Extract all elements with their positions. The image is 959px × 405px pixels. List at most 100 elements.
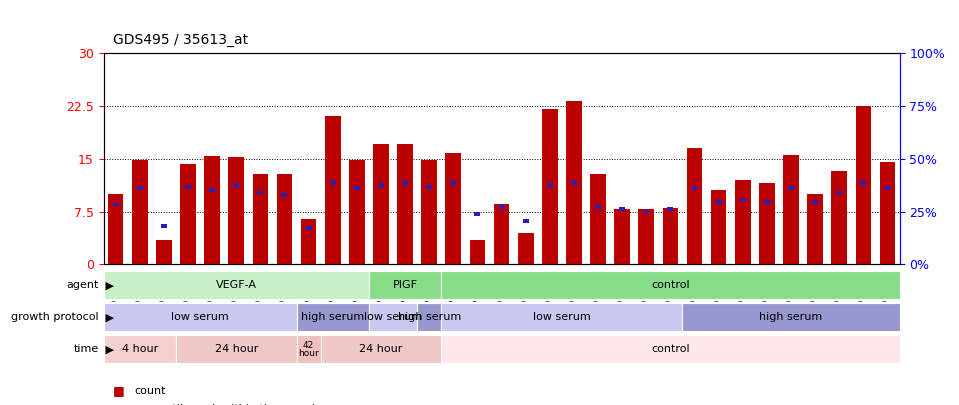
Text: low serum: low serum: [533, 312, 591, 322]
Bar: [175, 335, 296, 363]
Bar: [325, 116, 340, 264]
Bar: [739, 198, 746, 201]
Text: ■: ■: [113, 403, 125, 405]
Bar: [788, 186, 794, 190]
Bar: [595, 205, 601, 209]
Bar: [417, 303, 441, 331]
Bar: [687, 148, 702, 264]
Bar: [620, 207, 625, 211]
Bar: [378, 183, 384, 187]
Text: 42
hour: 42 hour: [298, 341, 319, 358]
Bar: [180, 164, 196, 264]
Text: control: control: [651, 344, 690, 354]
Bar: [204, 156, 220, 264]
Bar: [107, 194, 124, 264]
Bar: [282, 193, 288, 197]
Text: count: count: [134, 386, 166, 396]
Text: percentile rank within the sample: percentile rank within the sample: [134, 404, 322, 405]
Text: 24 hour: 24 hour: [360, 344, 403, 354]
Text: high serum: high serum: [398, 312, 461, 322]
Bar: [276, 174, 292, 264]
Bar: [369, 303, 417, 331]
Text: 4 hour: 4 hour: [122, 344, 158, 354]
Bar: [764, 200, 770, 204]
Text: low serum: low serum: [364, 312, 422, 322]
Bar: [104, 335, 175, 363]
Bar: [369, 271, 441, 299]
Bar: [306, 226, 312, 230]
Bar: [615, 209, 630, 264]
Bar: [518, 233, 533, 264]
Bar: [320, 335, 441, 363]
Text: ▶: ▶: [102, 344, 114, 354]
Bar: [349, 160, 364, 264]
Bar: [547, 183, 552, 188]
Bar: [421, 160, 437, 264]
Bar: [494, 205, 509, 264]
Text: time: time: [74, 344, 99, 354]
Text: high serum: high serum: [301, 312, 364, 322]
Text: low serum: low serum: [171, 312, 229, 322]
Bar: [523, 219, 528, 223]
Bar: [252, 174, 269, 264]
Bar: [499, 205, 504, 209]
Bar: [426, 185, 433, 189]
Bar: [301, 219, 316, 264]
Bar: [156, 240, 172, 264]
Text: ▶: ▶: [102, 312, 114, 322]
Bar: [784, 155, 799, 264]
Bar: [807, 194, 823, 264]
Bar: [257, 190, 264, 194]
Text: growth protocol: growth protocol: [12, 312, 99, 322]
Text: PIGF: PIGF: [392, 280, 417, 290]
Bar: [132, 160, 148, 264]
Bar: [104, 271, 369, 299]
Bar: [879, 162, 896, 264]
Bar: [354, 186, 360, 190]
Bar: [566, 101, 582, 264]
Text: GDS495 / 35613_at: GDS495 / 35613_at: [113, 32, 248, 47]
Bar: [137, 186, 143, 190]
Text: ▶: ▶: [102, 280, 114, 290]
Bar: [711, 190, 727, 264]
Bar: [715, 200, 721, 204]
Bar: [884, 186, 891, 190]
Text: 24 hour: 24 hour: [215, 344, 258, 354]
Bar: [643, 209, 649, 213]
Bar: [855, 106, 871, 264]
Text: control: control: [651, 280, 690, 290]
Bar: [397, 145, 413, 264]
Bar: [233, 183, 239, 188]
Bar: [571, 181, 577, 185]
Bar: [759, 183, 775, 264]
Bar: [296, 303, 369, 331]
Bar: [836, 190, 842, 194]
Bar: [590, 174, 606, 264]
Bar: [542, 109, 557, 264]
Bar: [185, 185, 191, 189]
Bar: [161, 224, 167, 228]
Bar: [104, 303, 296, 331]
Bar: [209, 188, 215, 192]
Bar: [228, 157, 245, 264]
Bar: [112, 202, 119, 207]
Bar: [402, 181, 409, 185]
Bar: [667, 207, 673, 211]
Bar: [446, 153, 461, 264]
Bar: [735, 180, 751, 264]
Bar: [475, 212, 480, 215]
Text: agent: agent: [66, 280, 99, 290]
Bar: [441, 271, 900, 299]
Bar: [296, 335, 320, 363]
Bar: [441, 335, 900, 363]
Bar: [860, 181, 866, 185]
Text: VEGF-A: VEGF-A: [216, 280, 257, 290]
Bar: [639, 209, 654, 264]
Bar: [812, 200, 818, 204]
Bar: [683, 303, 900, 331]
Bar: [663, 208, 678, 264]
Bar: [373, 145, 388, 264]
Bar: [470, 240, 485, 264]
Text: high serum: high serum: [760, 312, 823, 322]
Bar: [441, 303, 683, 331]
